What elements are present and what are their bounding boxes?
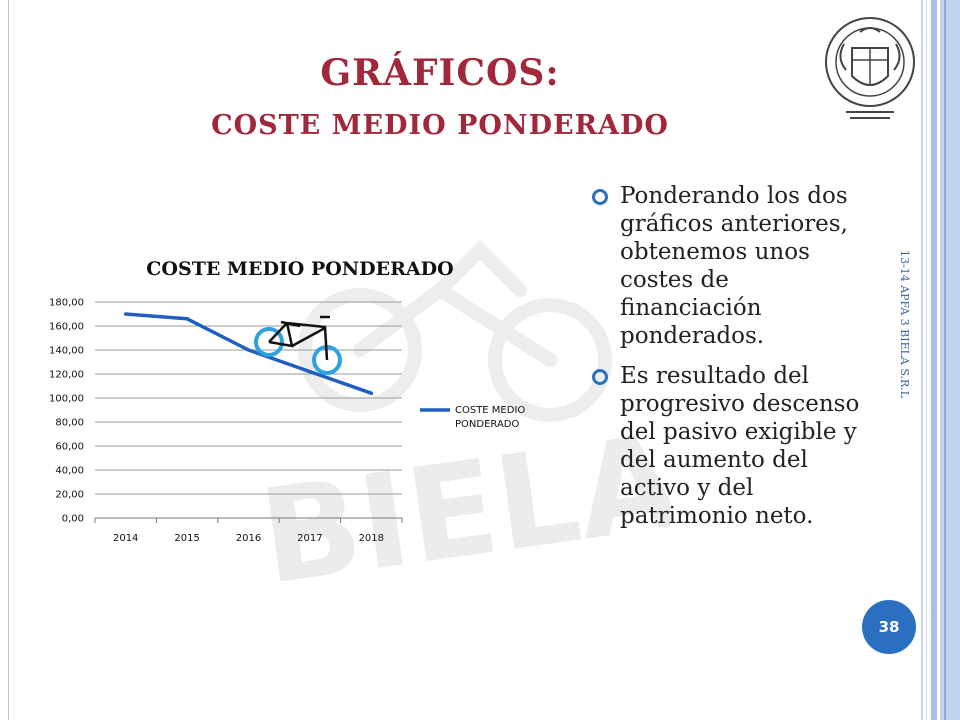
y-tick-label: 40,00 bbox=[55, 466, 84, 477]
page-number-badge: 38 bbox=[862, 600, 916, 654]
right-stripe-2 bbox=[926, 0, 927, 720]
bullet-ring-icon bbox=[592, 369, 608, 385]
slide-subtitle: COSTE MEDIO PONDERADO bbox=[211, 110, 669, 141]
y-tick-label: 100,00 bbox=[49, 394, 84, 405]
y-axis-ticks: 0,00 20,00 40,00 60,00 80,00 100,00 120,00 140,… bbox=[49, 298, 84, 525]
y-tick-label: 60,00 bbox=[55, 442, 84, 453]
biela-watermark: BIELA bbox=[252, 240, 670, 590]
data-point bbox=[123, 312, 128, 316]
side-footer-text: 13-14 APFA 3 BIELA S.R.L bbox=[898, 250, 911, 399]
data-point bbox=[185, 317, 189, 321]
slide-title: GRÁFICOS: bbox=[320, 52, 560, 94]
x-axis-ticks: 2014 2015 2016 2017 2018 bbox=[94, 517, 403, 544]
chart-legend: COSTE MEDIO PONDERADO bbox=[420, 405, 525, 430]
y-tick-label: 120,00 bbox=[49, 370, 84, 381]
x-tick-label: 2018 bbox=[359, 533, 384, 544]
left-border bbox=[8, 0, 9, 720]
bullet-list: Ponderando los dos gráficos anteriores, … bbox=[590, 182, 870, 542]
data-point bbox=[246, 348, 251, 352]
data-point bbox=[308, 369, 312, 374]
legend-label: COSTE MEDIO bbox=[455, 405, 525, 416]
chart-gridlines bbox=[95, 301, 402, 519]
right-stripe-4 bbox=[940, 0, 960, 720]
x-tick-label: 2016 bbox=[236, 533, 261, 544]
legend-label: PONDERADO bbox=[455, 419, 519, 430]
y-tick-label: 80,00 bbox=[55, 418, 84, 429]
x-tick-label: 2015 bbox=[174, 533, 199, 544]
bicycle-watermark-icon bbox=[298, 240, 612, 422]
bullet-item: Ponderando los dos gráficos anteriores, … bbox=[590, 182, 870, 350]
bullet-item: Es resultado del progresivo descenso del… bbox=[590, 362, 870, 530]
chart-series bbox=[123, 312, 374, 395]
y-tick-label: 20,00 bbox=[55, 490, 84, 501]
y-tick-label: 140,00 bbox=[49, 346, 84, 357]
y-tick-label: 180,00 bbox=[49, 298, 84, 309]
right-stripe-5 bbox=[944, 0, 946, 720]
y-tick-label: 0,00 bbox=[62, 514, 84, 525]
bullet-text: Es resultado del progresivo descenso del… bbox=[620, 363, 860, 529]
right-stripe-3 bbox=[931, 0, 937, 720]
chart-title: COSTE MEDIO PONDERADO bbox=[146, 258, 454, 280]
university-crest-icon bbox=[825, 17, 915, 119]
right-stripe-1 bbox=[921, 0, 923, 720]
x-tick-label: 2017 bbox=[297, 533, 322, 544]
data-point bbox=[369, 391, 374, 395]
line-chart: 0,00 20,00 40,00 60,00 80,00 100,00 120,00 140,… bbox=[49, 298, 525, 545]
x-tick-label: 2014 bbox=[113, 533, 138, 544]
y-tick-label: 160,00 bbox=[49, 322, 84, 333]
bullet-text: Ponderando los dos gráficos anteriores, … bbox=[620, 183, 848, 349]
bullet-ring-icon bbox=[592, 189, 608, 205]
bicycle-icon bbox=[254, 315, 342, 375]
